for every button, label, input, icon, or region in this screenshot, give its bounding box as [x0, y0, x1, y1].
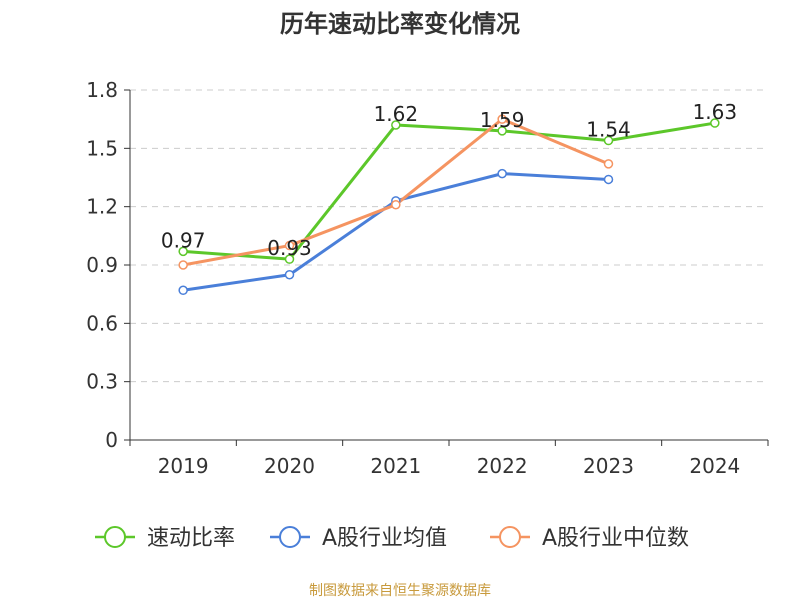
- x-tick-label: 2019: [158, 454, 209, 478]
- series-line-2: [182, 117, 610, 267]
- y-tick-label: 1.2: [86, 195, 118, 219]
- series-0-point[interactable]: [603, 135, 614, 146]
- data-label: 1.62: [374, 102, 419, 126]
- data-label: 1.59: [480, 108, 525, 132]
- series-2-point[interactable]: [497, 114, 507, 124]
- x-tick-label: 2021: [370, 454, 421, 478]
- source-note: 制图数据来自恒生聚源数据库: [309, 583, 491, 599]
- legend-label: 速动比率: [147, 526, 235, 551]
- y-tick-label: 0.9: [86, 253, 118, 277]
- series-0-point[interactable]: [391, 120, 401, 130]
- x-tick-label: 2022: [477, 454, 528, 478]
- x-tick-label: 2024: [689, 454, 740, 478]
- legend: 速动比率 A股行业均值 A股行业中位数: [95, 526, 689, 551]
- y-tick-label: 1.5: [86, 136, 118, 160]
- x-tick-label: 2020: [264, 454, 315, 478]
- series-1-point[interactable]: [603, 174, 614, 185]
- series-0-point[interactable]: [178, 246, 188, 257]
- legend-item-1[interactable]: A股行业均值: [270, 526, 447, 551]
- series-2-point[interactable]: [603, 159, 614, 169]
- legend-swatch-marker: [279, 526, 301, 548]
- legend-item-2[interactable]: A股行业中位数: [490, 526, 689, 551]
- series-line-0: [183, 121, 716, 261]
- y-tick-label: 1.8: [86, 78, 118, 102]
- legend-swatch-marker: [499, 526, 521, 548]
- legend-label: A股行业均值: [322, 526, 447, 551]
- data-label: 1.63: [693, 100, 738, 124]
- data-label: 0.93: [267, 236, 312, 260]
- series-line-1: [182, 172, 609, 292]
- y-tick-label: 0.6: [86, 311, 118, 335]
- legend-swatch-marker: [104, 526, 126, 548]
- series-2-point[interactable]: [391, 199, 401, 210]
- grid-lines: [130, 89, 764, 383]
- series-0-point[interactable]: [497, 126, 507, 136]
- series-1-point[interactable]: [497, 168, 507, 179]
- series-1-point[interactable]: [284, 269, 295, 280]
- series-group: [178, 114, 720, 296]
- series-2-point[interactable]: [178, 260, 188, 270]
- series-2-point[interactable]: [284, 240, 295, 251]
- data-label: 0.97: [161, 228, 206, 252]
- series-0-point[interactable]: [284, 254, 295, 264]
- x-tick-label: 2023: [583, 454, 634, 478]
- legend-item-0[interactable]: 速动比率: [95, 526, 235, 551]
- legend-label: A股行业中位数: [542, 526, 689, 551]
- series-1-point[interactable]: [178, 285, 188, 296]
- series-0-point[interactable]: [710, 118, 720, 128]
- data-label: 1.54: [586, 118, 631, 142]
- y-tick-label: 0.3: [86, 370, 118, 394]
- y-tick-label: 0: [105, 428, 118, 452]
- data-labels: 0.97 0.93 1.62 1.59 1.54 1.63: [161, 100, 737, 260]
- chart-title: 历年速动比率变化情况: [280, 10, 520, 38]
- axes: 0 0.3 0.6 0.9 1.2 1.5 1.8 2019 2020 2021 2022 2023 2…: [86, 78, 769, 478]
